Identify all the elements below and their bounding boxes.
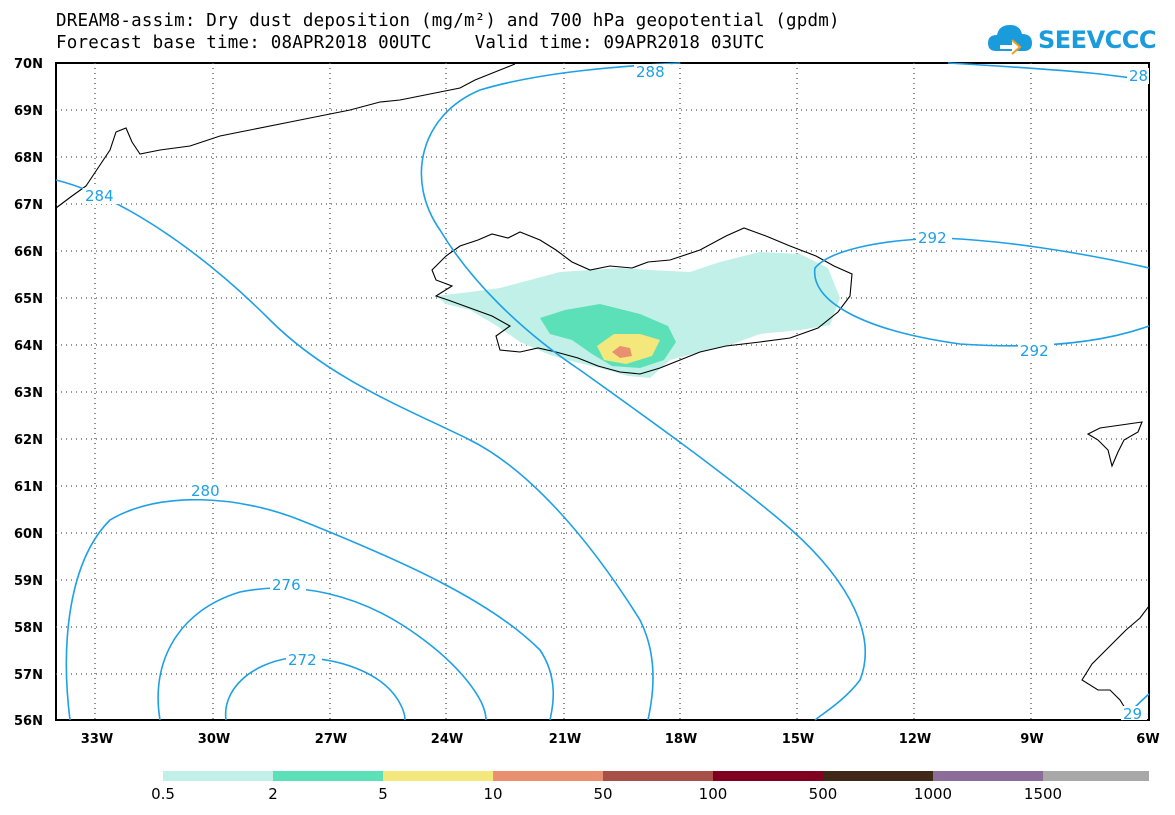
lon-label: 15W <box>782 732 814 747</box>
lat-label: 62N <box>14 433 43 448</box>
legend-swatch <box>713 771 823 781</box>
lon-label: 21W <box>549 732 581 747</box>
logo-text: SEEVCCC <box>1038 26 1157 54</box>
legend-label: 1000 <box>913 785 953 803</box>
legend-swatch <box>383 771 493 781</box>
contour-288 <box>420 62 866 721</box>
iceland-coast <box>431 227 853 375</box>
contour-label-280: 280 <box>191 482 220 500</box>
lon-label: 27W <box>315 732 347 747</box>
legend-swatch <box>493 771 603 781</box>
longitude-labels: 33W 30W 27W 24W 21W 18W 15W 12W 9W 6W <box>81 732 1160 747</box>
contour-276 <box>157 587 487 721</box>
contour-label-276: 276 <box>272 576 301 594</box>
dust-shade-10 <box>612 346 632 358</box>
legend-label: 2 <box>268 785 278 803</box>
coastlines <box>55 63 1150 721</box>
lat-label: 70N <box>14 57 43 72</box>
lat-label: 68N <box>14 151 43 166</box>
legend-label: 500 <box>808 785 838 803</box>
contour-label-28: 28 <box>1129 67 1148 85</box>
lat-label: 59N <box>14 574 43 589</box>
lat-label: 63N <box>14 386 43 401</box>
contour-label-292-south: 292 <box>1020 342 1049 360</box>
legend-label: 1500 <box>1023 785 1063 803</box>
legend-swatch <box>823 771 933 781</box>
lat-label: 58N <box>14 621 43 636</box>
lat-label: 69N <box>14 104 43 119</box>
contour-label-272: 272 <box>288 651 317 669</box>
lon-label: 18W <box>665 732 697 747</box>
lat-label: 67N <box>14 198 43 213</box>
contour-284 <box>55 179 654 721</box>
legend-swatch <box>163 771 273 781</box>
latitude-labels: 70N 69N 68N 67N 66N 65N 64N 63N 62N 61N … <box>14 57 43 729</box>
lon-label: 30W <box>198 732 230 747</box>
lon-label: 12W <box>899 732 931 747</box>
greenland-coast <box>55 63 516 209</box>
faroe-islands-coast <box>1086 421 1143 468</box>
chart-title: DREAM8-assim: Dry dust deposition (mg/m²… <box>56 11 840 31</box>
legend-swatch <box>273 771 383 781</box>
lon-label: 33W <box>81 732 113 747</box>
lat-label: 60N <box>14 527 43 542</box>
lat-label: 65N <box>14 292 43 307</box>
lat-label: 66N <box>14 245 43 260</box>
legend-label: 5 <box>378 785 388 803</box>
legend-label: 50 <box>593 785 613 803</box>
scotland-coast <box>1081 604 1150 721</box>
lon-label: 24W <box>431 732 463 747</box>
lat-label: 61N <box>14 480 43 495</box>
lat-label: 56N <box>14 714 43 729</box>
dust-deposition-field <box>436 252 840 378</box>
color-legend <box>163 771 1149 781</box>
legend-label: 0.5 <box>151 785 175 803</box>
lat-label: 64N <box>14 339 43 354</box>
legend-label: 100 <box>698 785 728 803</box>
contour-label-288: 288 <box>636 63 665 81</box>
legend-swatch <box>933 771 1043 781</box>
seevccc-logo: SEEVCCC <box>986 19 1157 59</box>
cloud-arrow-icon <box>988 25 1032 55</box>
contour-label-284: 284 <box>85 187 114 205</box>
contour-labels: 288 28 284 292 292 280 276 272 29 <box>83 63 1149 723</box>
contour-272 <box>224 657 406 721</box>
lon-label: 6W <box>1136 732 1159 747</box>
contour-label-292-north: 292 <box>918 229 947 247</box>
contour-label-29: 29 <box>1123 705 1142 723</box>
lon-label: 9W <box>1020 732 1043 747</box>
map-frame <box>55 62 1150 721</box>
lat-label: 57N <box>14 668 43 683</box>
chart-subtitle: Forecast base time: 08APR2018 00UTC Vali… <box>56 33 765 53</box>
legend-label: 10 <box>483 785 503 803</box>
contour-280 <box>65 498 555 721</box>
legend-swatch <box>603 771 713 781</box>
legend-swatch <box>1043 771 1149 781</box>
